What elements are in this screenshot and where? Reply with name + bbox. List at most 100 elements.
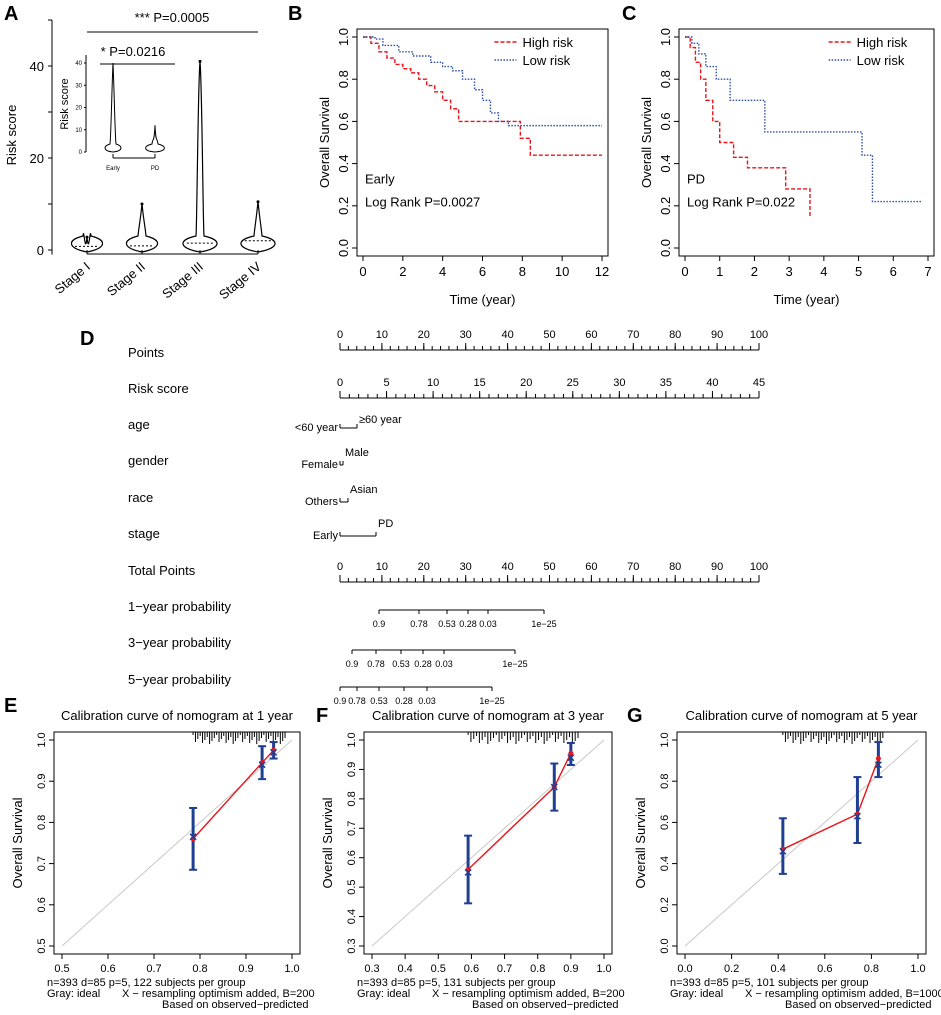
y-tick-label: 0.0: [658, 239, 673, 257]
inset-x-tick-label: Early: [106, 166, 120, 172]
legend-label: Low risk: [522, 53, 570, 68]
x-tick-label: 0.3: [364, 963, 379, 975]
x-tick-label: 0.5: [54, 963, 69, 975]
chart-title: Calibration curve of nomogram at 1 year: [61, 708, 294, 723]
panel-label-f: F: [316, 705, 328, 727]
violin-shape: [183, 61, 217, 252]
scale-tick-label: 40: [501, 329, 513, 341]
variable-level-low: Female: [301, 459, 338, 471]
scale-tick-label: 0: [337, 377, 343, 389]
y-tick-label: 0.3: [346, 938, 358, 953]
panel-b-km-early: 0.0 0.2 0.4 0.6 0.8 1.0 0 2 4 6 8 10 12 Time (year) Ov…: [317, 28, 609, 307]
y-tick-label: 1.0: [336, 28, 351, 46]
panel-label-c: C: [622, 3, 636, 25]
nomogram-row-label: 3−year probability: [128, 635, 231, 650]
y-axis-title: Overall Survival: [639, 97, 654, 188]
footer-resampling: X − resampling optimism added, B=200: [122, 988, 315, 1000]
scale-tick-label: 10: [427, 377, 439, 389]
x-tick-label: 0: [359, 264, 366, 279]
x-tick-label: 0.9: [238, 963, 253, 975]
y-tick-label: 0.6: [36, 897, 48, 912]
sig-annotation-inset: * P=0.0216: [101, 44, 166, 59]
group-label: PD: [687, 171, 705, 186]
y-tick-label: 0.2: [336, 197, 351, 215]
probability-tick-label: 0.78: [348, 696, 366, 706]
inset-y-tick-label: 30: [75, 83, 82, 89]
observed-point: [568, 750, 574, 756]
x-tick-label: 12: [595, 264, 609, 279]
footer-gray: Gray: ideal: [670, 988, 723, 1000]
scale-tick-label: 15: [474, 377, 486, 389]
y-tick-label: 0.5: [346, 879, 358, 894]
violin-max-point: [85, 235, 89, 239]
y-tick-label: 0.7: [346, 821, 358, 836]
y-tick-label: 0.7: [36, 856, 48, 871]
x-tick-label: 0.4: [771, 963, 786, 975]
y-axis-title: Overall Survival: [320, 797, 335, 888]
corrected-x-mark: [190, 834, 196, 840]
y-tick-label: 0.0: [659, 938, 671, 953]
x-tick-label: 4: [439, 264, 446, 279]
ideal-line: [62, 740, 292, 946]
corrected-x-mark: [271, 749, 277, 755]
variable-level-low: Others: [305, 496, 339, 508]
x-tick-label: 2: [751, 264, 758, 279]
x-tick-label: 1.0: [910, 963, 925, 975]
probability-tick-label: 0.53: [370, 696, 388, 706]
probability-tick-label: 0.03: [435, 659, 453, 669]
probability-tick-label: 0.28: [459, 619, 477, 629]
observed-point: [875, 756, 881, 762]
legend-label: High risk: [857, 35, 908, 50]
variable-level-high: PD: [378, 518, 393, 530]
corrected-x-mark: [780, 848, 786, 854]
inset-y-tick-label: 40: [75, 61, 82, 67]
x-tick-label: 0.2: [724, 963, 739, 975]
x-tick-label: Stage II: [104, 259, 148, 299]
x-tick-label: 10: [555, 264, 569, 279]
scale-tick-label: 20: [418, 561, 430, 573]
variable-level-high: ≥60 year: [359, 414, 402, 426]
y-tick-label: 0.6: [336, 112, 351, 130]
y-tick-label: 0.9: [36, 774, 48, 789]
logrank-pvalue: Log Rank P=0.022: [687, 195, 795, 210]
footer-method: Based on observed−predicted: [162, 999, 308, 1010]
scale-tick-label: 40: [706, 377, 718, 389]
legend-label: High risk: [522, 35, 573, 50]
y-tick-label: 0.6: [659, 815, 671, 830]
corrected-x-mark: [259, 762, 265, 768]
probability-tick-label: 1e−25: [502, 659, 527, 669]
x-tick-label: 0.7: [146, 963, 161, 975]
probability-tick-label: 0.28: [395, 696, 413, 706]
probability-tick-label: 0.9: [373, 619, 386, 629]
scale-tick-label: 100: [750, 561, 768, 573]
nomogram-row-label: gender: [128, 453, 169, 468]
nomogram-row-label: 1−year probability: [128, 599, 231, 614]
y-tick-label: 0.6: [658, 112, 673, 130]
x-tick-label: 0.8: [530, 963, 545, 975]
panel-f-calibration-3y: Calibration curve of nomogram at 3 year 0…: [320, 708, 625, 1011]
scale-tick-label: 70: [627, 329, 639, 341]
footer-resampling: X − resampling optimism added, B=1000: [745, 988, 941, 1000]
nomogram-row-label: Points: [128, 345, 165, 360]
panel-label-a: A: [4, 3, 18, 25]
legend-label: Low risk: [857, 53, 905, 68]
x-tick-label: 1: [716, 264, 723, 279]
y-tick-label: 0.6: [346, 850, 358, 865]
scale-tick-label: 60: [585, 561, 597, 573]
panel-label-e: E: [4, 695, 17, 717]
scale-tick-label: 30: [613, 377, 625, 389]
corrected-x-mark: [875, 762, 881, 768]
x-tick-label: 4: [820, 264, 827, 279]
variable-level-high: Asian: [350, 484, 378, 496]
y-tick-label: 0.4: [658, 155, 673, 173]
scale-tick-label: 80: [669, 561, 681, 573]
inset-y-tick-label: 10: [75, 128, 82, 134]
scale-tick-label: 40: [501, 561, 513, 573]
probability-tick-label: 0.78: [410, 619, 428, 629]
scale-tick-label: 10: [376, 329, 388, 341]
probability-tick-label: 0.03: [479, 619, 497, 629]
y-tick-label: 0.8: [346, 791, 358, 806]
y-tick-label: 0.9: [346, 762, 358, 777]
inset-y-tick-label: 20: [75, 106, 82, 112]
plot-frame: [54, 732, 300, 954]
